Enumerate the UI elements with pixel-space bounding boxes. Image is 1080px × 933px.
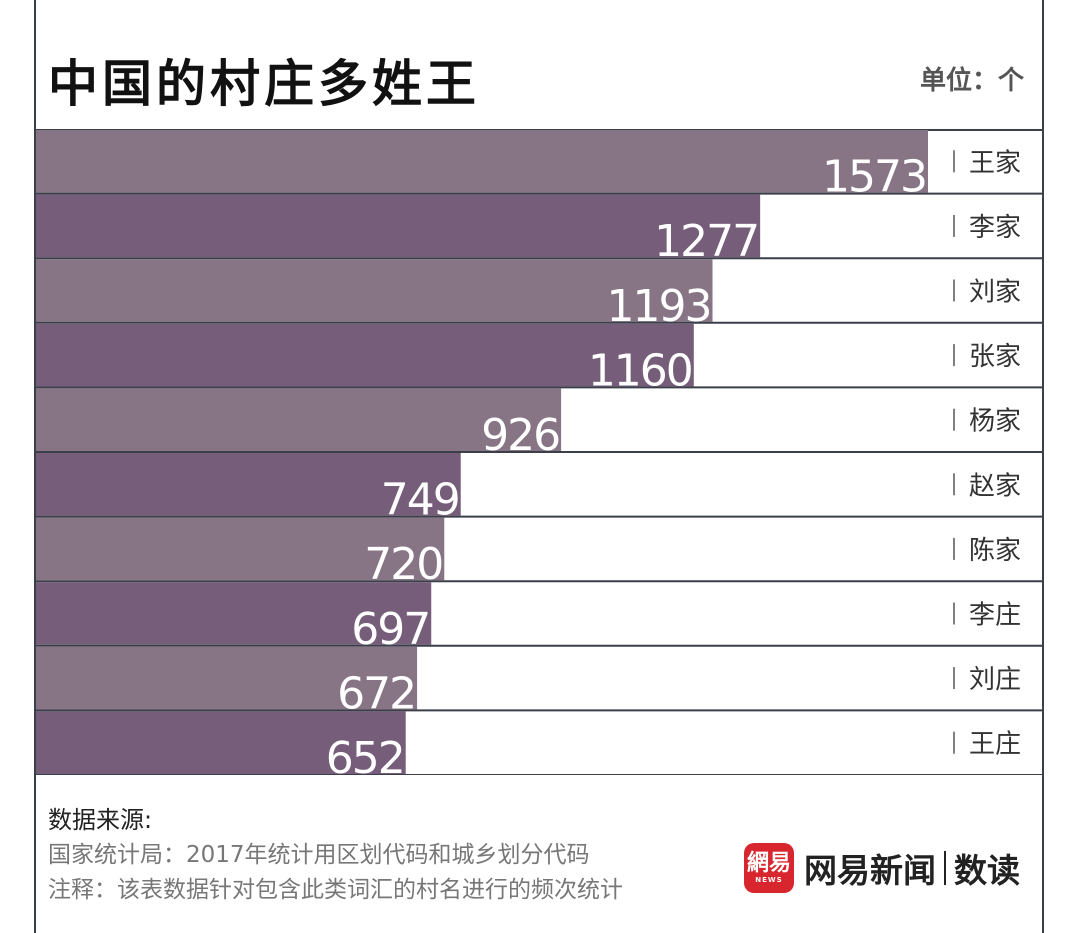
bar-1 [36,130,928,193]
logo-divider [944,851,946,885]
chart-frame [34,0,1044,933]
category-label-9: 刘庄 [969,665,1021,695]
bar-6 [36,453,461,516]
bar-2 [36,194,761,258]
bar-4 [36,323,694,387]
unit-label: 单位：个 [919,66,1024,96]
category-label-10: 王庄 [969,730,1021,760]
category-label-4: 张家 [969,342,1021,372]
bar-5 [36,388,562,451]
value-label-10: 652 [326,733,404,775]
bar-3 [36,259,713,322]
category-label-8: 李庄 [969,601,1021,631]
category-label-1: 王家 [969,148,1021,178]
netease-badge-icon: 網易 NEWS [744,843,794,893]
value-label-1: 1573 [822,152,926,203]
bar-10 [36,711,406,774]
source-line-2: 注释：该表数据针对包含此类词汇的村名进行的频次统计 [48,877,623,903]
category-label-3: 刘家 [969,278,1021,308]
logo-column: 数读 [954,851,1020,890]
category-label-2: 李家 [969,213,1021,243]
bar-8 [36,582,432,645]
value-label-5: 926 [481,410,559,461]
source-line-1: 国家统计局：2017年统计用区划代码和城乡划分代码 [48,842,590,868]
badge-subtext: NEWS [755,875,783,884]
category-label-7: 陈家 [969,536,1021,566]
page-title: 中国的村庄多姓王 [48,55,480,113]
badge-text: 網易 [746,850,791,876]
bar-9 [36,646,418,710]
source-heading: 数据来源: [48,806,153,834]
logo-brand: 网易新闻 [804,851,936,890]
bar-7 [36,517,445,581]
value-label-4: 1160 [588,345,692,396]
category-label-6: 赵家 [969,471,1021,501]
category-label-5: 杨家 [969,407,1021,437]
netease-logo: 網易 NEWS 网易新闻 数读 [744,842,1020,894]
